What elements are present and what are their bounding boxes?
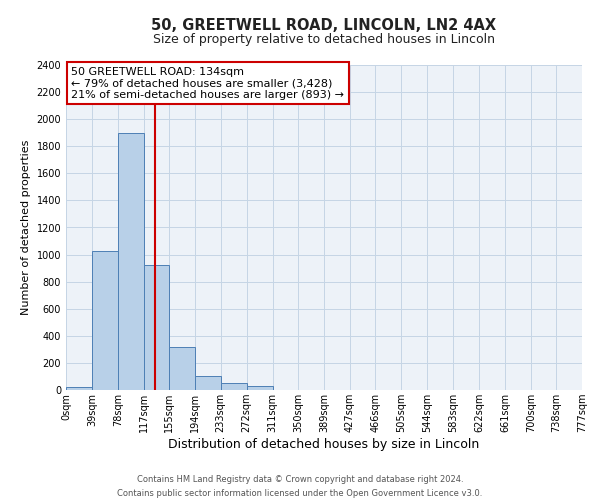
Bar — [195, 376, 221, 390]
Bar — [221, 383, 247, 390]
Bar — [143, 266, 169, 390]
Text: 50, GREETWELL ROAD, LINCOLN, LN2 4AX: 50, GREETWELL ROAD, LINCOLN, LN2 4AX — [151, 18, 497, 32]
Bar — [247, 386, 272, 390]
Bar — [118, 132, 143, 390]
Text: 50 GREETWELL ROAD: 134sqm
← 79% of detached houses are smaller (3,428)
21% of se: 50 GREETWELL ROAD: 134sqm ← 79% of detac… — [71, 66, 344, 100]
Y-axis label: Number of detached properties: Number of detached properties — [21, 140, 31, 315]
Bar — [66, 386, 92, 390]
Text: Contains HM Land Registry data © Crown copyright and database right 2024.
Contai: Contains HM Land Registry data © Crown c… — [118, 476, 482, 498]
X-axis label: Distribution of detached houses by size in Lincoln: Distribution of detached houses by size … — [169, 438, 479, 451]
Bar — [92, 251, 118, 390]
Text: Size of property relative to detached houses in Lincoln: Size of property relative to detached ho… — [153, 32, 495, 46]
Bar — [169, 346, 195, 390]
